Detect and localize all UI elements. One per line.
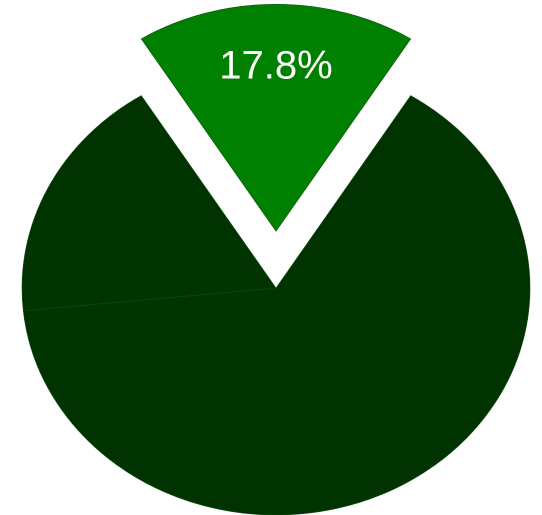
pie-slice (22, 95, 531, 515)
pie-slice (140, 3, 412, 232)
pie-slice (21, 95, 277, 312)
slice-label: 17.8% (219, 43, 332, 87)
